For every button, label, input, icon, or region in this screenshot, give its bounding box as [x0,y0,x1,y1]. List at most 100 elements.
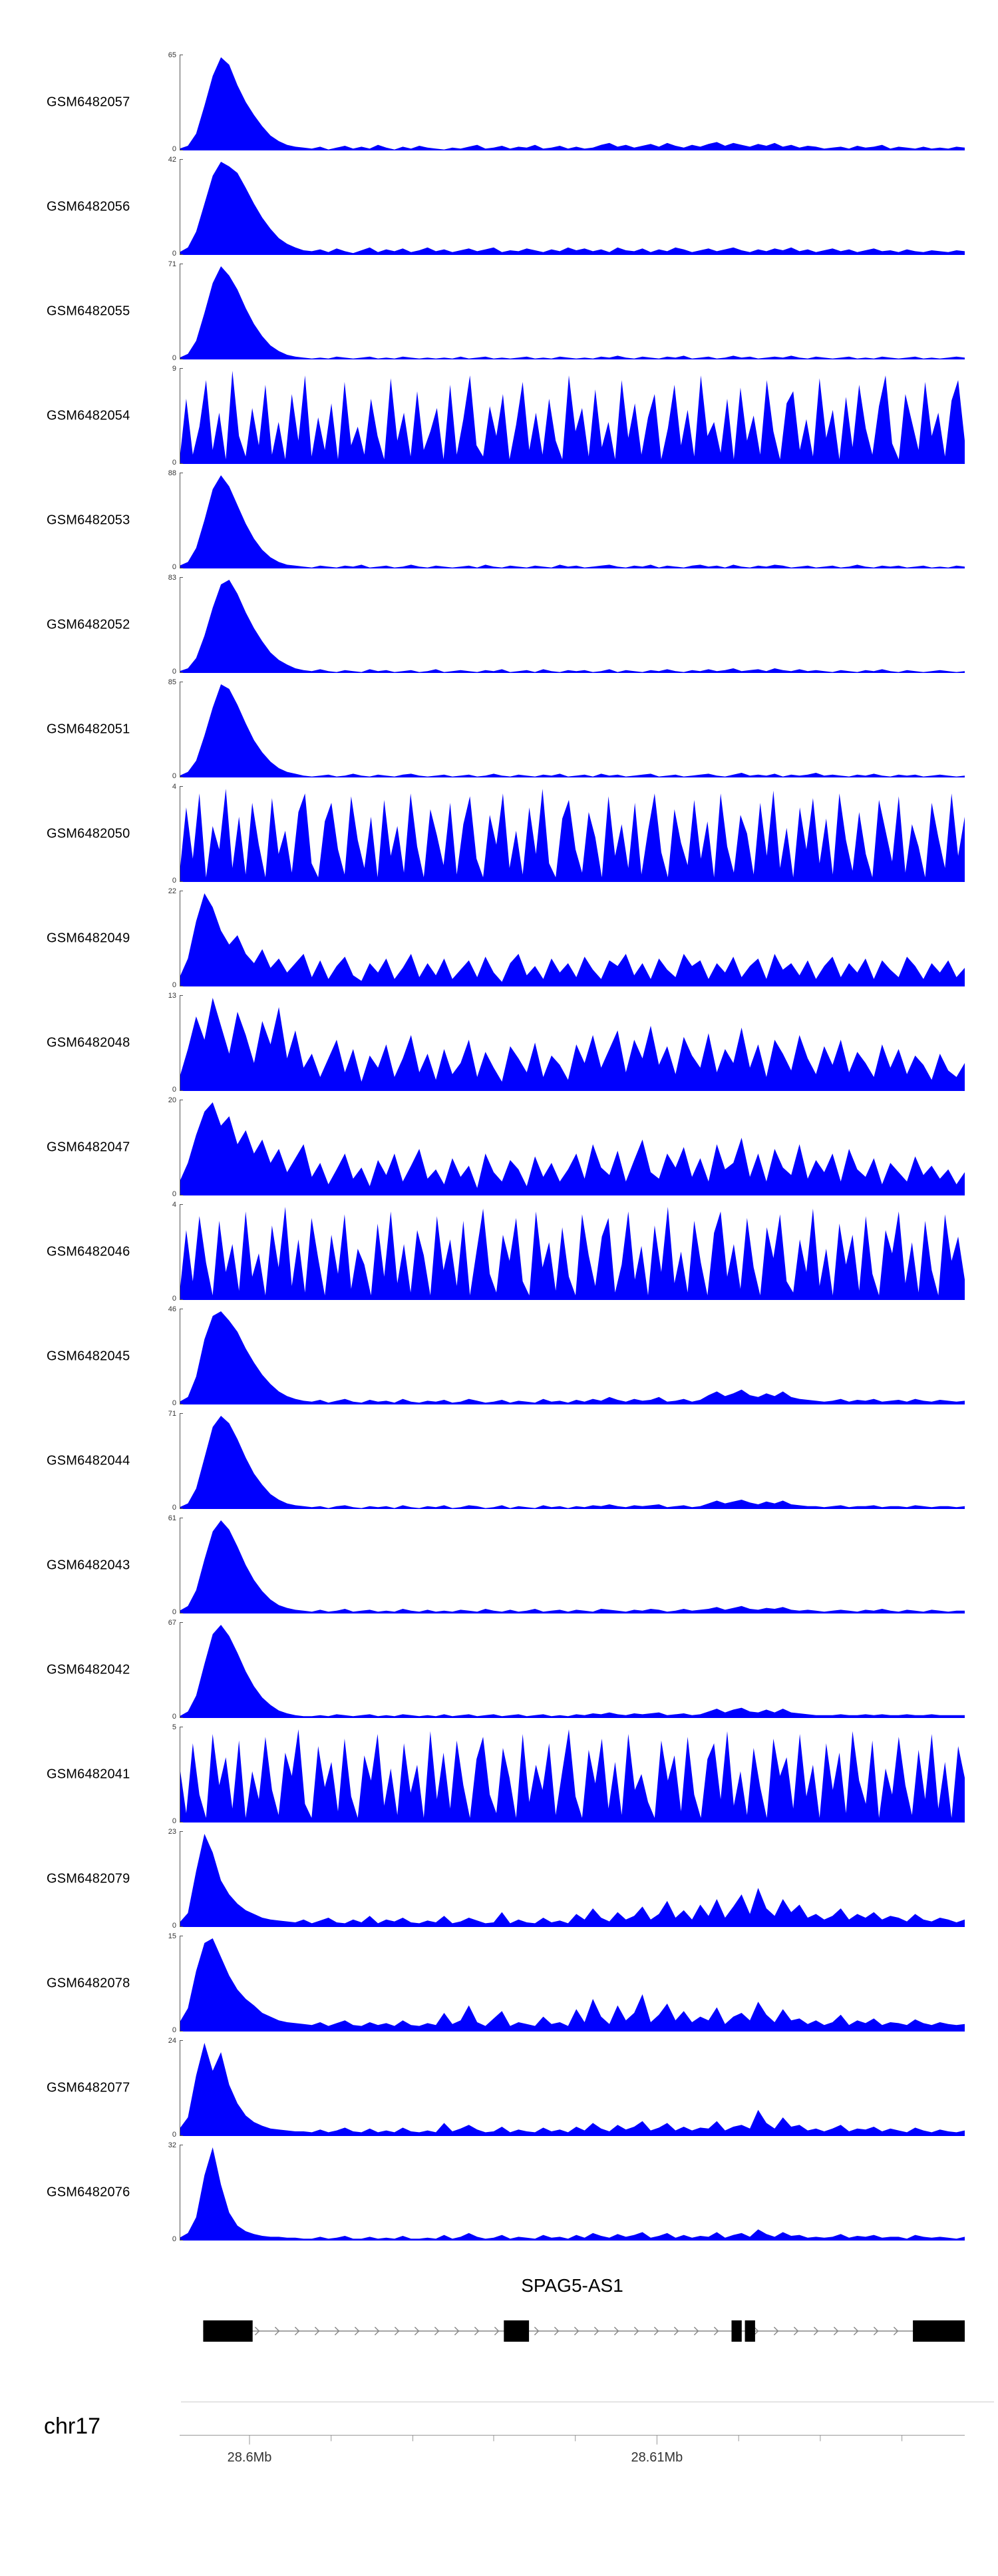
coverage-track-GSM6482055: GSM6482055 71 0 [0,259,998,363]
coverage-track-GSM6482046: GSM6482046 4 0 [0,1199,998,1304]
y-axis-zero-label: 0 [172,1713,176,1721]
coverage-plot[interactable]: 85 0 [168,679,965,780]
y-axis-zero-label: 0 [172,1086,176,1094]
coverage-plot[interactable]: 67 0 [168,1619,965,1721]
coverage-track-GSM6482057: GSM6482057 65 0 [0,50,998,154]
coverage-area-svg [180,1100,965,1195]
y-axis-max-label: 4 [172,1201,176,1209]
coverage-area-svg [180,1518,965,1613]
coverage-track-GSM6482054: GSM6482054 9 0 [0,363,998,468]
track-label: GSM6482052 [47,617,130,632]
y-axis-max-label: 15 [168,1932,176,1940]
coverage-plot[interactable]: 65 0 [168,52,965,153]
y-axis-max-label: 22 [168,887,176,895]
coverage-area-svg [180,995,965,1091]
coverage-plot[interactable]: 15 0 [168,1933,965,2034]
y-axis-max-label: 61 [168,1514,176,1522]
coverage-plot[interactable]: 46 0 [168,1306,965,1407]
y-axis-zero-label: 0 [172,1504,176,1512]
coverage-track-GSM6482052: GSM6482052 83 0 [0,572,998,677]
coverage-area-svg [180,55,965,150]
y-axis-max-label: 83 [168,574,176,582]
track-label: GSM6482049 [47,931,130,945]
coverage-area-svg [180,682,965,777]
coverage-track-GSM6482045: GSM6482045 46 0 [0,1304,998,1408]
coverage-area-svg [180,1936,965,2032]
coverage-area-svg [180,1622,965,1718]
coverage-track-GSM6482042: GSM6482042 67 0 [0,1617,998,1722]
track-label: GSM6482041 [47,1767,130,1781]
track-label: GSM6482050 [47,826,130,841]
y-axis-zero-label: 0 [172,2131,176,2139]
track-label: GSM6482053 [47,513,130,527]
y-axis-zero-label: 0 [172,250,176,258]
y-axis-max-label: 5 [172,1723,176,1731]
y-axis-max-label: 67 [168,1619,176,1627]
y-axis-max-label: 85 [168,678,176,686]
svg-text:28.6Mb: 28.6Mb [228,2450,272,2465]
track-label: GSM6482042 [47,1662,130,1677]
y-axis-zero-label: 0 [172,1817,176,1825]
track-label: GSM6482045 [47,1349,130,1363]
coverage-track-GSM6482077: GSM6482077 24 0 [0,2036,998,2140]
track-label: GSM6482077 [47,2080,130,2095]
coverage-plot[interactable]: 61 0 [168,1515,965,1616]
track-label: GSM6482044 [47,1453,130,1468]
coverage-plot[interactable]: 42 0 [168,156,965,258]
svg-text:28.61Mb: 28.61Mb [631,2450,683,2465]
coverage-track-GSM6482079: GSM6482079 23 0 [0,1826,998,1931]
y-axis-zero-label: 0 [172,668,176,676]
coverage-track-GSM6482049: GSM6482049 22 0 [0,886,998,990]
coverage-plot[interactable]: 20 0 [168,1097,965,1198]
y-axis-max-label: 4 [172,783,176,791]
coverage-plot[interactable]: 23 0 [168,1828,965,1930]
y-axis-max-label: 65 [168,51,176,59]
track-label: GSM6482057 [47,95,130,109]
coverage-area-svg [180,473,965,568]
coverage-track-GSM6482051: GSM6482051 85 0 [0,677,998,781]
coverage-plot[interactable]: 32 0 [168,2142,965,2243]
genome-axis-ruler[interactable]: 28.6Mb 28.61Mb [180,2430,965,2467]
chromosome-label: chr17 [44,2414,101,2439]
track-label: GSM6482054 [47,408,130,423]
y-axis-zero-label: 0 [172,981,176,989]
track-label: GSM6482079 [47,1871,130,1886]
coverage-plot[interactable]: 22 0 [168,888,965,989]
y-axis-zero-label: 0 [172,459,176,467]
coverage-plot[interactable]: 13 0 [168,992,965,1094]
track-label: GSM6482051 [47,722,130,736]
coverage-plot[interactable]: 88 0 [168,470,965,571]
y-axis-zero-label: 0 [172,1295,176,1303]
y-axis-max-label: 9 [172,365,176,373]
y-axis-zero-label: 0 [172,354,176,362]
y-axis-max-label: 23 [168,1828,176,1836]
y-axis-zero-label: 0 [172,877,176,885]
coverage-plot[interactable]: 71 0 [168,1410,965,1512]
track-label: GSM6482048 [47,1035,130,1050]
coverage-track-GSM6482048: GSM6482048 13 0 [0,990,998,1095]
coverage-plot[interactable]: 71 0 [168,261,965,362]
coverage-track-GSM6482047: GSM6482047 20 0 [0,1095,998,1199]
y-axis-zero-label: 0 [172,1922,176,1930]
coverage-area-svg [180,891,965,986]
gene-model-track [203,2320,965,2342]
coverage-area-svg [180,159,965,255]
y-axis-max-label: 24 [168,2037,176,2045]
coverage-plot[interactable]: 83 0 [168,574,965,676]
track-label: GSM6482056 [47,199,130,214]
y-axis-zero-label: 0 [172,563,176,571]
track-label: GSM6482076 [47,2185,130,2199]
track-label: GSM6482078 [47,1976,130,1990]
coverage-plot[interactable]: 24 0 [168,2038,965,2139]
coverage-area-svg [180,1413,965,1509]
y-axis-zero-label: 0 [172,2026,176,2034]
coverage-area-svg [180,1204,965,1300]
y-axis-max-label: 88 [168,469,176,477]
y-axis-max-label: 71 [168,1410,176,1418]
y-axis-max-label: 20 [168,1096,176,1104]
